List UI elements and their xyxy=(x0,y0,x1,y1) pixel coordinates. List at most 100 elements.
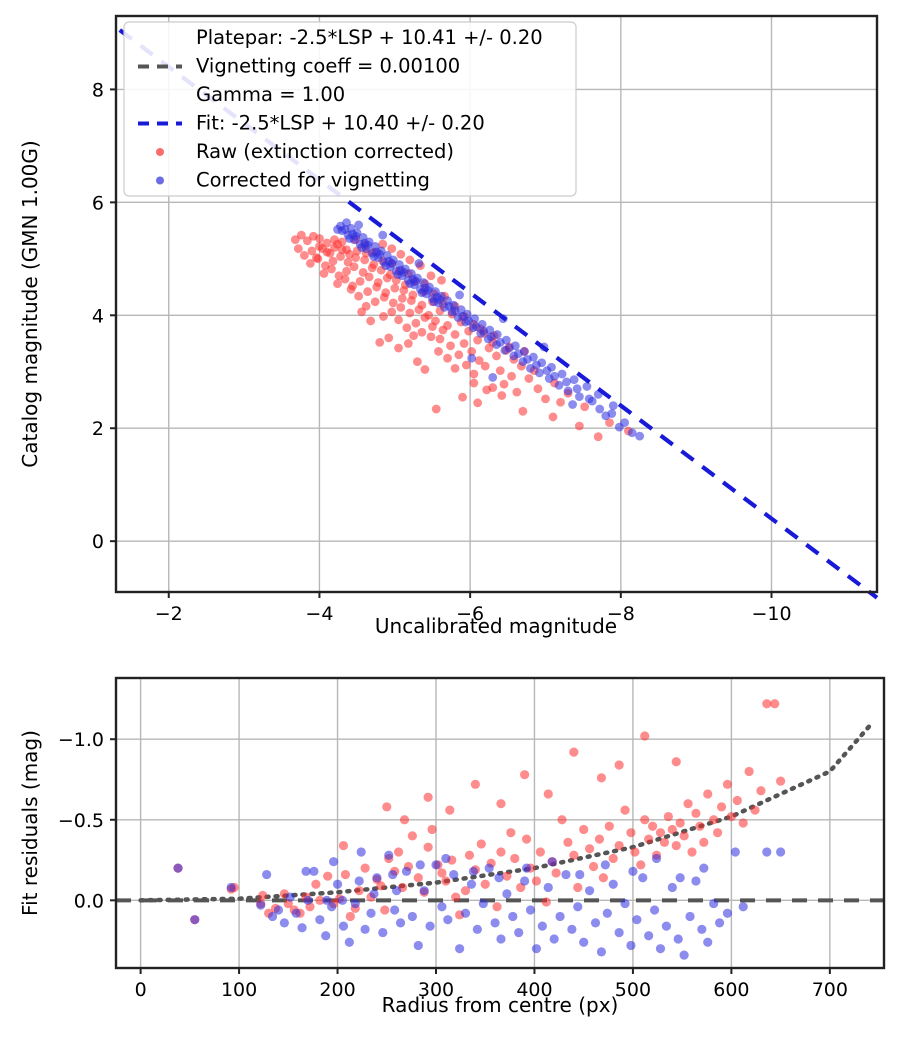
data-point xyxy=(405,279,415,289)
data-point xyxy=(542,366,552,376)
data-point xyxy=(620,898,630,909)
data-point xyxy=(357,243,367,252)
data-point xyxy=(572,384,582,394)
data-point xyxy=(333,279,342,289)
data-point xyxy=(732,795,742,806)
data-point xyxy=(329,857,339,867)
data-point xyxy=(467,353,477,363)
data-point xyxy=(323,871,333,881)
data-point xyxy=(388,869,398,880)
y-tick-label: 8 xyxy=(92,79,104,101)
data-point xyxy=(506,828,516,838)
data-point xyxy=(673,934,683,944)
data-point xyxy=(299,251,309,260)
data-point xyxy=(600,860,610,870)
data-point xyxy=(512,387,522,397)
data-point xyxy=(630,847,640,857)
x-tick-label: 400 xyxy=(516,979,552,1001)
x-tick-label: 100 xyxy=(221,979,257,1001)
data-point xyxy=(563,837,573,847)
data-point xyxy=(369,889,379,899)
data-point xyxy=(543,789,553,799)
data-point xyxy=(640,731,650,741)
data-point xyxy=(667,824,677,835)
data-point xyxy=(392,886,402,896)
legend-label: Raw (extinction corrected) xyxy=(196,140,454,163)
data-point xyxy=(482,385,492,395)
data-point xyxy=(325,248,335,258)
scatter-series xyxy=(173,699,786,925)
data-point xyxy=(627,428,637,438)
data-point xyxy=(407,831,417,841)
data-point xyxy=(441,853,451,864)
data-point xyxy=(338,921,349,931)
data-point xyxy=(667,882,677,893)
data-point xyxy=(321,931,331,941)
data-point xyxy=(466,879,477,889)
data-point xyxy=(384,333,394,343)
data-point xyxy=(568,400,577,409)
data-point xyxy=(497,391,507,400)
data-point xyxy=(343,257,353,267)
data-point xyxy=(703,789,713,799)
data-point xyxy=(575,869,585,880)
data-point xyxy=(394,315,403,325)
data-point xyxy=(431,404,441,414)
data-point xyxy=(375,338,385,347)
data-point xyxy=(582,382,592,391)
data-point xyxy=(342,218,351,228)
data-point xyxy=(279,918,289,928)
data-point xyxy=(685,911,695,922)
data-point xyxy=(490,918,500,928)
data-point xyxy=(651,853,662,864)
data-point xyxy=(691,876,701,886)
data-point xyxy=(396,302,406,312)
data-point xyxy=(449,869,459,880)
data-point xyxy=(604,821,614,831)
data-point xyxy=(437,902,447,912)
data-point xyxy=(423,842,433,852)
data-point xyxy=(770,699,780,709)
data-point xyxy=(446,341,455,351)
data-point xyxy=(533,384,543,394)
data-point xyxy=(608,853,618,864)
data-point xyxy=(381,288,391,298)
data-point xyxy=(595,404,605,414)
data-point xyxy=(524,374,534,383)
data-point xyxy=(520,770,530,780)
data-point xyxy=(709,898,719,909)
data-point xyxy=(468,866,479,876)
data-point xyxy=(473,335,483,345)
data-point xyxy=(390,905,400,915)
data-point xyxy=(520,876,530,886)
data-point xyxy=(458,312,467,321)
data-point xyxy=(464,850,475,860)
data-point xyxy=(426,332,436,342)
data-point xyxy=(521,863,532,873)
data-point xyxy=(435,334,445,344)
data-point xyxy=(355,277,365,286)
data-point xyxy=(370,297,380,307)
data-point xyxy=(307,246,317,256)
data-point xyxy=(655,828,666,838)
data-point xyxy=(574,392,584,402)
data-point xyxy=(376,881,386,891)
data-point xyxy=(417,288,427,298)
bottom-panel-frame xyxy=(114,676,886,970)
data-point xyxy=(744,766,754,777)
data-point xyxy=(460,886,471,896)
data-point xyxy=(469,378,479,388)
data-point xyxy=(273,905,284,915)
bottom-panel-ylabel: Fit residuals (mag) xyxy=(18,730,42,916)
data-point xyxy=(403,339,413,348)
data-point xyxy=(518,406,528,416)
y-tick-label: 4 xyxy=(92,305,104,327)
data-point xyxy=(679,950,689,960)
data-point xyxy=(387,244,397,254)
data-point xyxy=(495,338,505,347)
data-point xyxy=(492,351,501,361)
data-point xyxy=(445,805,455,815)
data-point xyxy=(394,343,403,353)
data-point xyxy=(697,924,707,934)
data-point xyxy=(327,902,337,912)
